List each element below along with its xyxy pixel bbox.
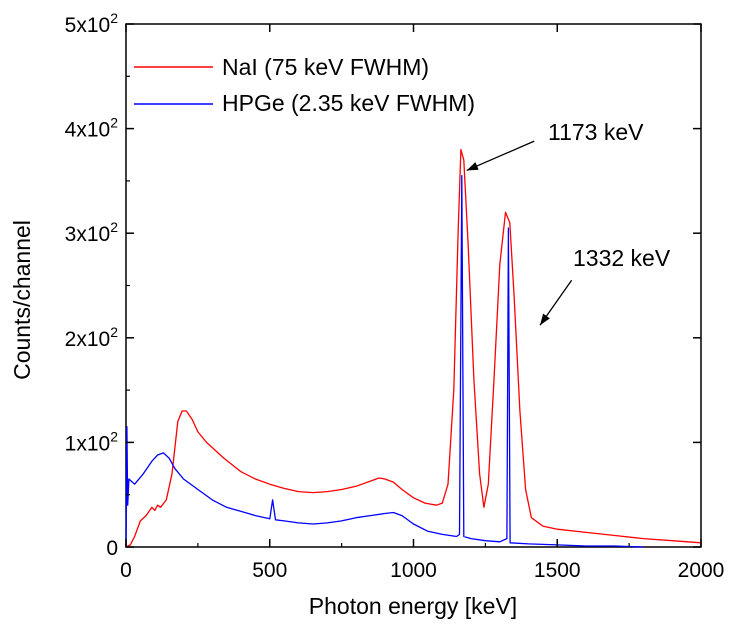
annotations: 1173 keV 1332 keV: [466, 119, 671, 326]
annotation-arrow-head: [540, 313, 550, 326]
legend-label-hpge: HPGe (2.35 keV FWHM): [222, 90, 475, 116]
y-tick-label: 5x102: [65, 10, 119, 37]
x-tick-label: 1000: [390, 559, 437, 582]
annotation-1332-kev: 1332 keV: [573, 245, 671, 271]
y-tick-label: 0: [106, 537, 118, 560]
axes-layer: 0 500 1000 1500 2000 0 1x102 2x102 3x102 4x102 5x1…: [65, 10, 725, 582]
x-tick-label: 0: [120, 559, 132, 582]
annotation-arrow-head: [466, 162, 479, 171]
y-axis-title: Counts/channel: [9, 220, 35, 380]
x-tick-label: 2000: [678, 559, 725, 582]
series-line-1: [125, 175, 644, 548]
series-line-0: [125, 148, 702, 548]
y-tick-label: 2x102: [65, 324, 119, 351]
x-tick-label: 500: [252, 559, 287, 582]
y-tick-label: 4x102: [65, 115, 119, 142]
y-tick-label: 1x102: [65, 428, 119, 455]
x-axis-title: Photon energy [keV]: [309, 593, 517, 619]
x-tick-label: 1500: [534, 559, 581, 582]
legend-label-nai: NaI (75 keV FWHM): [222, 54, 429, 80]
legend: NaI (75 keV FWHM) HPGe (2.35 keV FWHM): [134, 54, 475, 116]
y-tick-label: 3x102: [65, 219, 119, 246]
annotation-arrow-line: [466, 140, 535, 172]
annotation-1173-kev: 1173 keV: [548, 119, 644, 145]
series-layer: [125, 148, 702, 548]
